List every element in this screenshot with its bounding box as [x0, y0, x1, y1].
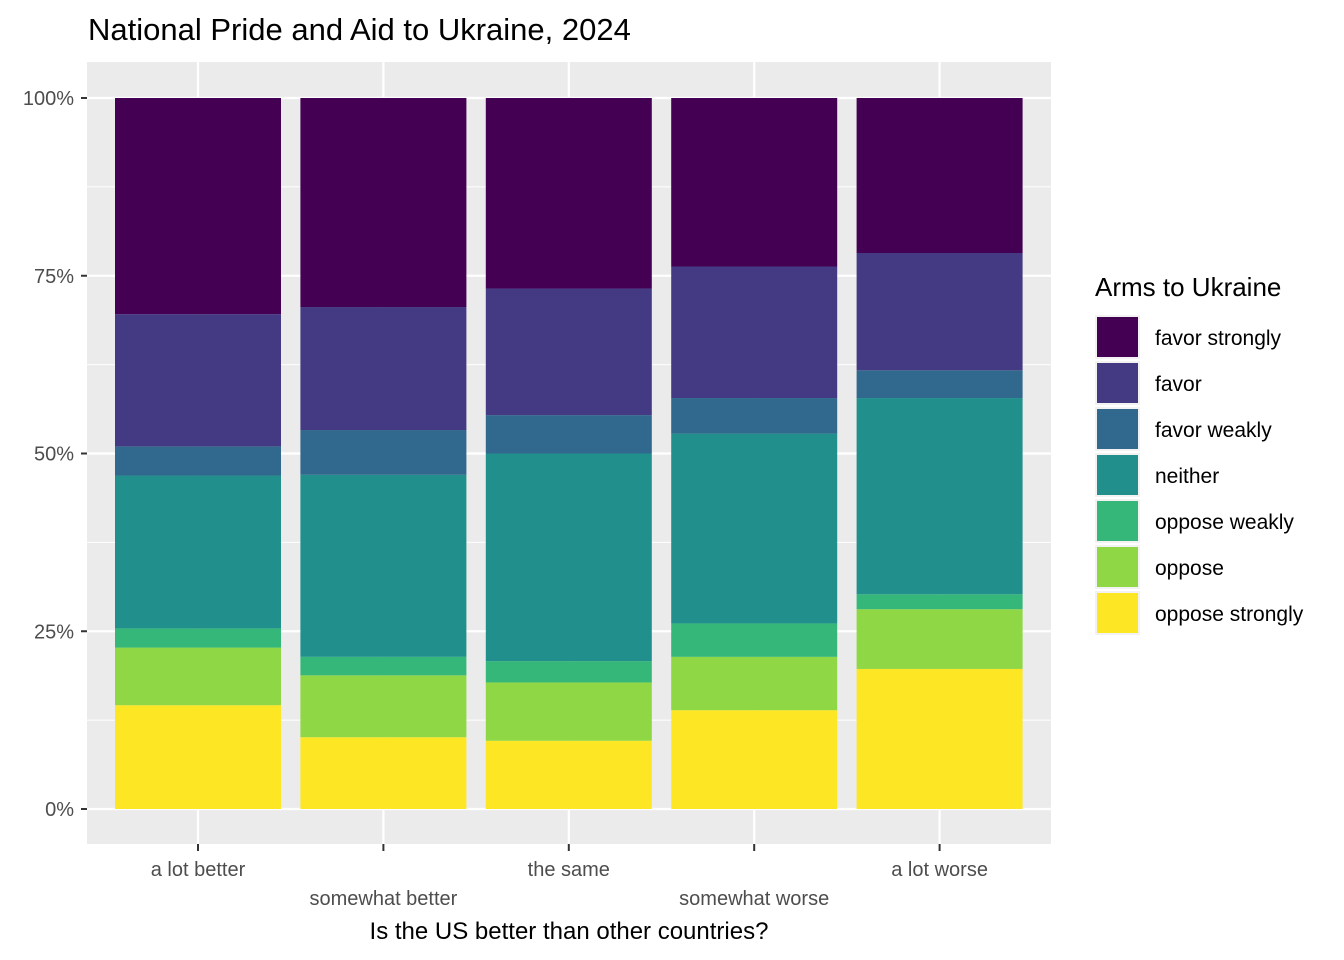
bar-segment [671, 398, 838, 434]
legend-swatch [1097, 409, 1138, 449]
bar-segment [485, 415, 652, 454]
bar-segment [300, 656, 467, 676]
x-tick-label: somewhat worse [679, 888, 829, 910]
x-tick-label: a lot worse [891, 859, 988, 881]
y-tick-label: 75% [34, 266, 74, 288]
bar-segment [671, 623, 838, 657]
bar-segment [856, 609, 1023, 669]
bar-segment [856, 594, 1023, 610]
legend-item: favor weakly [1095, 407, 1272, 451]
bar-segment [856, 668, 1023, 809]
bar-segment [856, 398, 1023, 595]
legend-swatch [1097, 501, 1138, 541]
x-tick-label: a lot better [151, 859, 246, 881]
bars [115, 98, 1023, 809]
y-tick-label: 50% [34, 444, 74, 466]
bar-segment [856, 370, 1023, 399]
chart-title: National Pride and Aid to Ukraine, 2024 [88, 12, 631, 47]
x-axis-title: Is the US better than other countries? [370, 918, 769, 945]
bar-segment [671, 433, 838, 624]
bar-segment [115, 628, 281, 648]
legend-swatch [1097, 547, 1138, 587]
legend-label: favor weakly [1155, 419, 1272, 442]
bar-segment [115, 647, 281, 706]
legend-item: oppose strongly [1095, 591, 1304, 635]
legend-swatch [1097, 363, 1138, 403]
legend-item: favor strongly [1095, 315, 1282, 359]
y-tick-label: 100% [23, 88, 74, 110]
legend-label: oppose weakly [1155, 511, 1294, 534]
legend-item: oppose [1095, 545, 1224, 589]
y-tick-label: 25% [34, 621, 74, 643]
bar-segment [485, 661, 652, 683]
bar-segment [485, 453, 652, 662]
legend-item: favor [1095, 361, 1202, 405]
bar-segment [300, 307, 467, 431]
bar-segment [115, 98, 281, 315]
legend-title: Arms to Ukraine [1095, 272, 1281, 302]
bar-segment [300, 98, 467, 308]
bar-segment [671, 710, 838, 809]
bar-segment [300, 675, 467, 738]
legend-swatch [1097, 455, 1138, 495]
legend-item: neither [1095, 453, 1219, 497]
bar-segment [115, 475, 281, 629]
bar-segment [115, 314, 281, 447]
legend-label: oppose [1155, 557, 1224, 580]
bar-segment [115, 446, 281, 476]
legend-label: favor strongly [1155, 327, 1282, 350]
x-tick-label: the same [528, 859, 610, 881]
bar-segment [485, 288, 652, 416]
legend-item: oppose weakly [1095, 499, 1294, 543]
bar-segment [485, 682, 652, 741]
legend-label: oppose strongly [1155, 603, 1304, 626]
bar-segment [671, 266, 838, 399]
legend-swatch [1097, 317, 1138, 357]
legend-label: neither [1155, 465, 1219, 488]
x-axis: a lot better somewhat better the same somew… [151, 844, 988, 910]
legend-swatch [1097, 593, 1138, 633]
bar-segment [300, 430, 467, 475]
bar-segment [300, 737, 467, 809]
bar-segment [485, 98, 652, 289]
bar-segment [671, 656, 838, 711]
bar-segment [485, 740, 652, 809]
legend: Arms to Ukraine favor strongly favor favor… [1095, 272, 1304, 635]
legend-label: favor [1155, 373, 1202, 396]
x-tick-label: somewhat better [309, 888, 457, 910]
bar-segment [856, 252, 1023, 371]
bar-segment [300, 474, 467, 657]
y-axis: 0% 25% 50% 75% 100% [23, 88, 87, 821]
y-tick-label: 0% [45, 799, 74, 821]
bar-segment [115, 705, 281, 809]
bar-segment [856, 98, 1023, 253]
bar-segment [671, 98, 838, 267]
